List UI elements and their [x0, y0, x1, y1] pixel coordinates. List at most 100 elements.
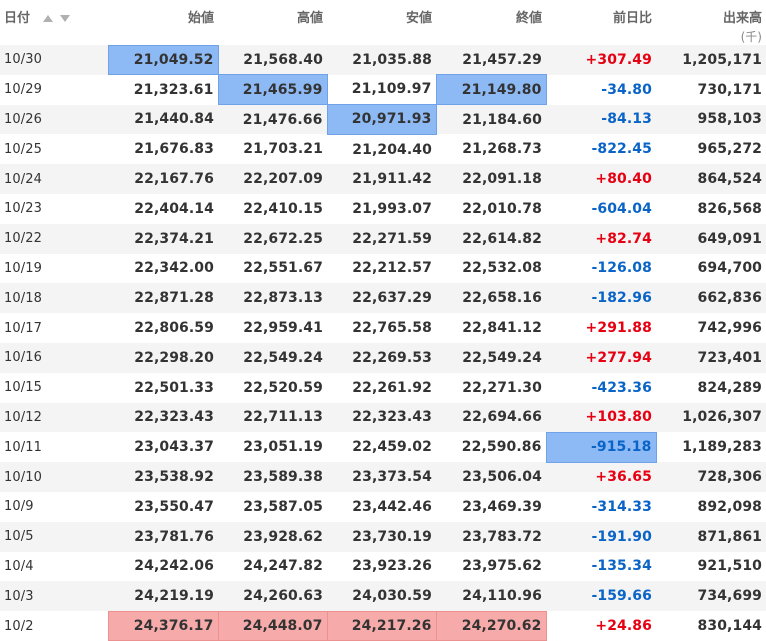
close-cell: 21,457.29	[436, 45, 546, 75]
sort-descending-icon[interactable]	[60, 15, 71, 22]
open-cell: 23,043.37	[108, 432, 218, 463]
table-row: 10/30 21,049.52 21,568.40 21,035.88 21,457.2…	[0, 44, 766, 76]
open-cell: 21,049.52	[107, 44, 219, 76]
volume-cell: 649,091	[656, 223, 766, 254]
low-cell: 24,030.59	[327, 581, 436, 612]
high-cell: 21,465.99	[217, 74, 328, 106]
close-cell: 23,975.62	[436, 551, 546, 582]
change-cell: -604.04	[546, 193, 656, 224]
low-cell: 24,217.26	[326, 610, 437, 641]
volume-cell: 826,568	[656, 193, 766, 224]
open-cell: 21,676.83	[108, 134, 218, 165]
open-cell: 22,374.21	[108, 223, 218, 254]
table-row: 10/17 22,806.59 22,959.41 22,765.58 22,841.1…	[0, 313, 766, 343]
date-cell: 10/16	[0, 342, 108, 373]
change-cell: +82.74	[546, 223, 656, 254]
close-cell: 24,110.96	[436, 581, 546, 612]
change-cell: -34.80	[546, 74, 656, 105]
low-column-header: 安値	[327, 0, 436, 45]
low-cell: 21,204.40	[327, 134, 436, 165]
volume-cell: 1,189,283	[656, 432, 766, 463]
high-cell: 23,928.62	[218, 521, 327, 552]
open-cell: 24,219.19	[108, 581, 218, 612]
change-cell: +36.65	[546, 462, 656, 492]
volume-cell: 662,836	[656, 283, 766, 314]
open-cell: 22,323.43	[108, 402, 218, 433]
volume-cell: 728,306	[656, 462, 766, 492]
date-column-header[interactable]: 日付	[0, 0, 108, 45]
table-row: 10/11 23,043.37 23,051.19 22,459.02 22,590.8…	[0, 431, 766, 463]
low-cell: 22,212.57	[327, 253, 436, 284]
low-cell: 22,323.43	[327, 402, 436, 433]
close-cell: 22,841.12	[436, 313, 546, 343]
open-cell: 21,323.61	[108, 74, 218, 105]
date-cell: 10/19	[0, 253, 108, 284]
open-cell: 23,781.76	[108, 521, 218, 552]
change-cell: -182.96	[546, 283, 656, 314]
change-cell: -915.18	[545, 431, 657, 463]
open-cell: 22,806.59	[108, 313, 218, 343]
change-cell: -314.33	[546, 491, 656, 522]
date-header-label: 日付	[4, 11, 31, 26]
sort-ascending-icon[interactable]	[42, 15, 53, 22]
date-cell: 10/5	[0, 521, 108, 552]
low-cell: 22,765.58	[327, 313, 436, 343]
table-row: 10/29 21,323.61 21,465.99 21,109.97 21,149.8…	[0, 74, 766, 106]
open-cell: 22,298.20	[108, 342, 218, 373]
volume-column-header: 出来高 (千)	[656, 0, 766, 45]
volume-header-label: 出来高	[722, 11, 762, 26]
table-row: 10/26 21,440.84 21,476.66 20,971.93 21,184.6…	[0, 104, 766, 135]
date-cell: 10/26	[0, 104, 108, 135]
volume-cell: 734,699	[656, 581, 766, 612]
high-cell: 22,959.41	[218, 313, 327, 343]
table-row: 10/9 23,550.47 23,587.05 23,442.46 23,469.39…	[0, 491, 766, 522]
close-cell: 21,268.73	[436, 134, 546, 165]
low-cell: 22,261.92	[327, 372, 436, 403]
volume-cell: 824,289	[656, 372, 766, 403]
close-cell: 22,091.18	[436, 164, 546, 194]
volume-cell: 958,103	[656, 104, 766, 135]
open-cell: 22,404.14	[108, 193, 218, 224]
open-cell: 22,167.76	[108, 164, 218, 194]
volume-cell: 864,524	[656, 164, 766, 194]
table-row: 10/16 22,298.20 22,549.24 22,269.53 22,549.2…	[0, 342, 766, 373]
open-cell: 24,242.06	[108, 551, 218, 582]
table-row: 10/4 24,242.06 24,247.82 23,923.26 23,975.62…	[0, 551, 766, 582]
high-cell: 24,247.82	[218, 551, 327, 582]
open-cell: 22,342.00	[108, 253, 218, 284]
table-row: 10/25 21,676.83 21,703.21 21,204.40 21,268.7…	[0, 134, 766, 165]
volume-unit-label: (千)	[740, 30, 762, 44]
open-cell: 23,550.47	[108, 491, 218, 522]
low-cell: 22,459.02	[327, 432, 436, 463]
sort-control[interactable]	[40, 11, 71, 26]
close-column-header: 終値	[436, 0, 546, 45]
volume-cell: 921,510	[656, 551, 766, 582]
high-column-header: 高値	[218, 0, 327, 45]
change-cell: +80.40	[546, 164, 656, 194]
close-cell: 22,614.82	[436, 223, 546, 254]
date-cell: 10/25	[0, 134, 108, 165]
low-cell: 21,109.97	[327, 74, 436, 105]
high-cell: 22,873.13	[218, 283, 327, 314]
date-cell: 10/29	[0, 74, 108, 105]
high-cell: 21,476.66	[218, 104, 327, 135]
table-row: 10/19 22,342.00 22,551.67 22,212.57 22,532.0…	[0, 253, 766, 284]
open-cell: 21,440.84	[108, 104, 218, 135]
close-cell: 21,184.60	[436, 104, 546, 135]
date-cell: 10/22	[0, 223, 108, 254]
table-row: 10/5 23,781.76 23,928.62 23,730.19 23,783.72…	[0, 521, 766, 552]
low-cell: 23,730.19	[327, 521, 436, 552]
open-cell: 22,501.33	[108, 372, 218, 403]
close-cell: 22,010.78	[436, 193, 546, 224]
table-row: 10/2 24,376.17 24,448.07 24,217.26 24,270.62…	[0, 610, 766, 641]
change-cell: +307.49	[546, 45, 656, 75]
change-cell: +277.94	[546, 342, 656, 373]
change-cell: -84.13	[546, 104, 656, 135]
volume-cell: 742,996	[656, 313, 766, 343]
table-row: 10/18 22,871.28 22,873.13 22,637.29 22,658.1…	[0, 283, 766, 314]
low-cell: 22,637.29	[327, 283, 436, 314]
high-cell: 22,207.09	[218, 164, 327, 194]
close-cell: 22,532.08	[436, 253, 546, 284]
low-cell: 21,911.42	[327, 164, 436, 194]
